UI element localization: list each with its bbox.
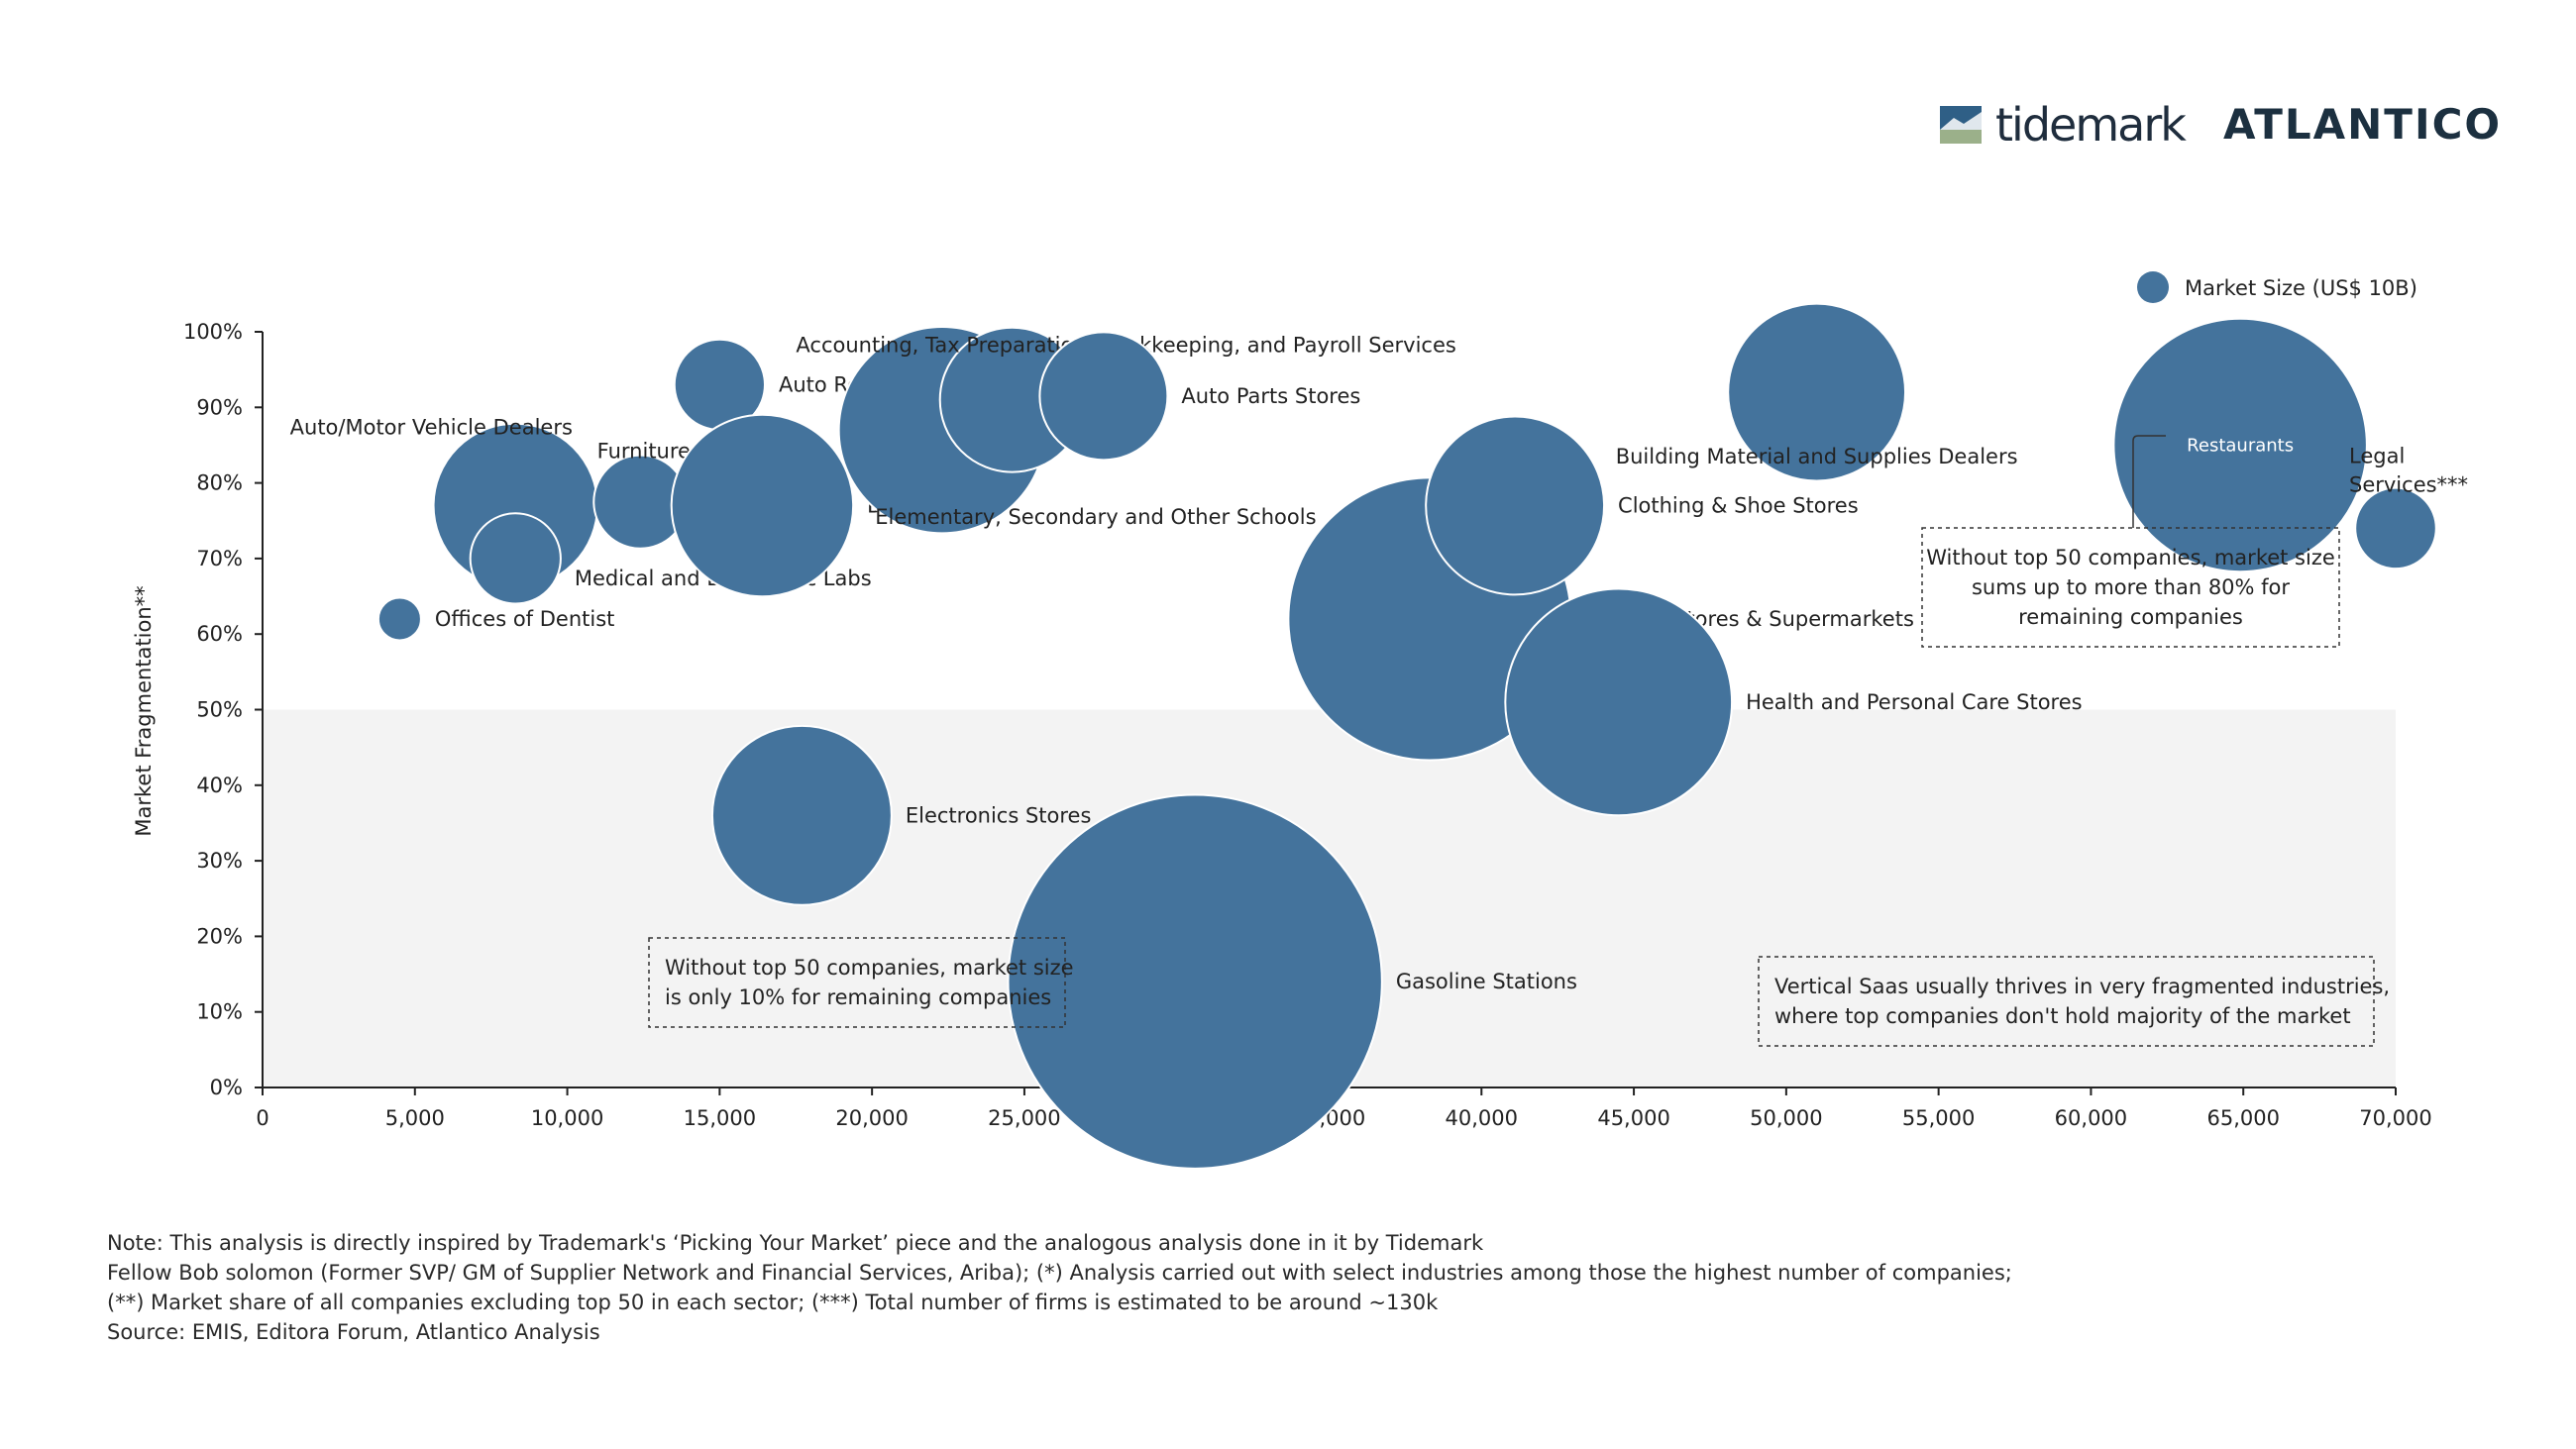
tidemark-logo: tidemark (1940, 95, 2187, 155)
y-tick-label: 0% (210, 1076, 243, 1099)
bubble-point (2112, 317, 2368, 573)
bubble-label: Clothing & Shoe Stores (1618, 493, 1859, 517)
y-axis-label: Market Fragmentation** (132, 585, 156, 836)
x-tick-label: 45,000 (1597, 1106, 1669, 1130)
x-tick-label: 55,000 (1902, 1106, 1975, 1130)
y-tick-label: 80% (196, 471, 243, 495)
tidemark-mountain-icon (1940, 106, 1982, 144)
bubble-point (1425, 415, 1606, 596)
bubble-label: Auto Parts Stores (1181, 384, 1360, 408)
bubble-label: Auto/Motor Vehicle Dealers (290, 415, 573, 439)
bubble-point (670, 413, 855, 598)
saas-note-text: where top companies don't hold majority … (1774, 1004, 2351, 1028)
restaurants-note-text: Without top 50 companies, market size (1926, 546, 2335, 569)
y-tick-label: 10% (196, 1000, 243, 1024)
bubble-label: Legal Services*** (2349, 444, 2468, 496)
bubble-label: Building Material and Supplies Dealers (1616, 445, 2018, 468)
x-tick-label: 70,000 (2359, 1106, 2431, 1130)
restaurants-connector (2132, 435, 2166, 528)
bubble-label: Restaurants (2187, 435, 2294, 456)
x-tick-label: 20,000 (835, 1106, 908, 1130)
footnotes: Note: This analysis is directly inspired… (107, 1228, 2012, 1347)
restaurants-note-text: sums up to more than 80% for (1972, 575, 2290, 599)
gasoline-note-box (648, 937, 1066, 1028)
bubble-point (710, 724, 893, 906)
bubble-point (2354, 486, 2437, 570)
footnote-line: Source: EMIS, Editora Forum, Atlantico A… (107, 1320, 600, 1344)
bubble-label: Health and Personal Care Stores (1746, 690, 2083, 714)
x-tick-label: 25,000 (988, 1106, 1060, 1130)
y-tick-label: 70% (196, 547, 243, 570)
bubble-label: Electronics Stores (906, 803, 1092, 827)
bubble-label: Offices of Dentist (435, 607, 614, 631)
bubble-point (1727, 302, 1907, 482)
bubble-point (1504, 587, 1734, 817)
restaurants-note-text: remaining companies (2018, 605, 2243, 629)
bubble-label: Elementary, Secondary and Other Schools (875, 505, 1316, 529)
footnote-line: (**) Market share of all companies exclu… (107, 1291, 1439, 1314)
x-tick-label: 60,000 (2055, 1106, 2127, 1130)
bubble-point (469, 512, 562, 605)
bubble-point (1007, 793, 1383, 1170)
y-tick-label: 40% (196, 774, 243, 797)
x-tick-label: 65,000 (2206, 1106, 2279, 1130)
y-tick-label: 30% (196, 849, 243, 873)
y-tick-label: 50% (196, 698, 243, 722)
x-tick-label: 50,000 (1750, 1106, 1822, 1130)
restaurants-note-box (1921, 527, 2340, 648)
x-tick-label: 10,000 (531, 1106, 603, 1130)
bubble-point (1038, 331, 1169, 462)
footnote-line: Fellow Bob solomon (Former SVP/ GM of Su… (107, 1261, 2012, 1285)
x-tick-label: 0 (256, 1106, 268, 1130)
gasoline-note-text: is only 10% for remaining companies (665, 985, 1051, 1009)
saas-note-text: Vertical Saas usually thrives in very fr… (1774, 975, 2390, 998)
saas-note-box (1758, 956, 2375, 1047)
x-tick-label: 5,000 (385, 1106, 445, 1130)
y-tick-label: 20% (196, 924, 243, 948)
y-tick-label: 60% (196, 622, 243, 646)
legend-bubble (2137, 271, 2169, 303)
y-tick-label: 100% (183, 320, 243, 344)
bubble-point (376, 596, 422, 642)
y-tick-label: 90% (196, 395, 243, 419)
tidemark-wordmark: tidemark (1995, 98, 2187, 152)
bubble-label: Gasoline Stations (1396, 970, 1577, 993)
gasoline-note-text: Without top 50 companies, market size (665, 956, 1074, 980)
legend-label: Market Size (US$ 10B) (2185, 276, 2417, 300)
footnote-line: Note: This analysis is directly inspired… (107, 1231, 1484, 1255)
x-tick-label: 15,000 (684, 1106, 756, 1130)
x-tick-label: 40,000 (1446, 1106, 1518, 1130)
atlantico-logo: ATLANTICO (2223, 100, 2503, 149)
